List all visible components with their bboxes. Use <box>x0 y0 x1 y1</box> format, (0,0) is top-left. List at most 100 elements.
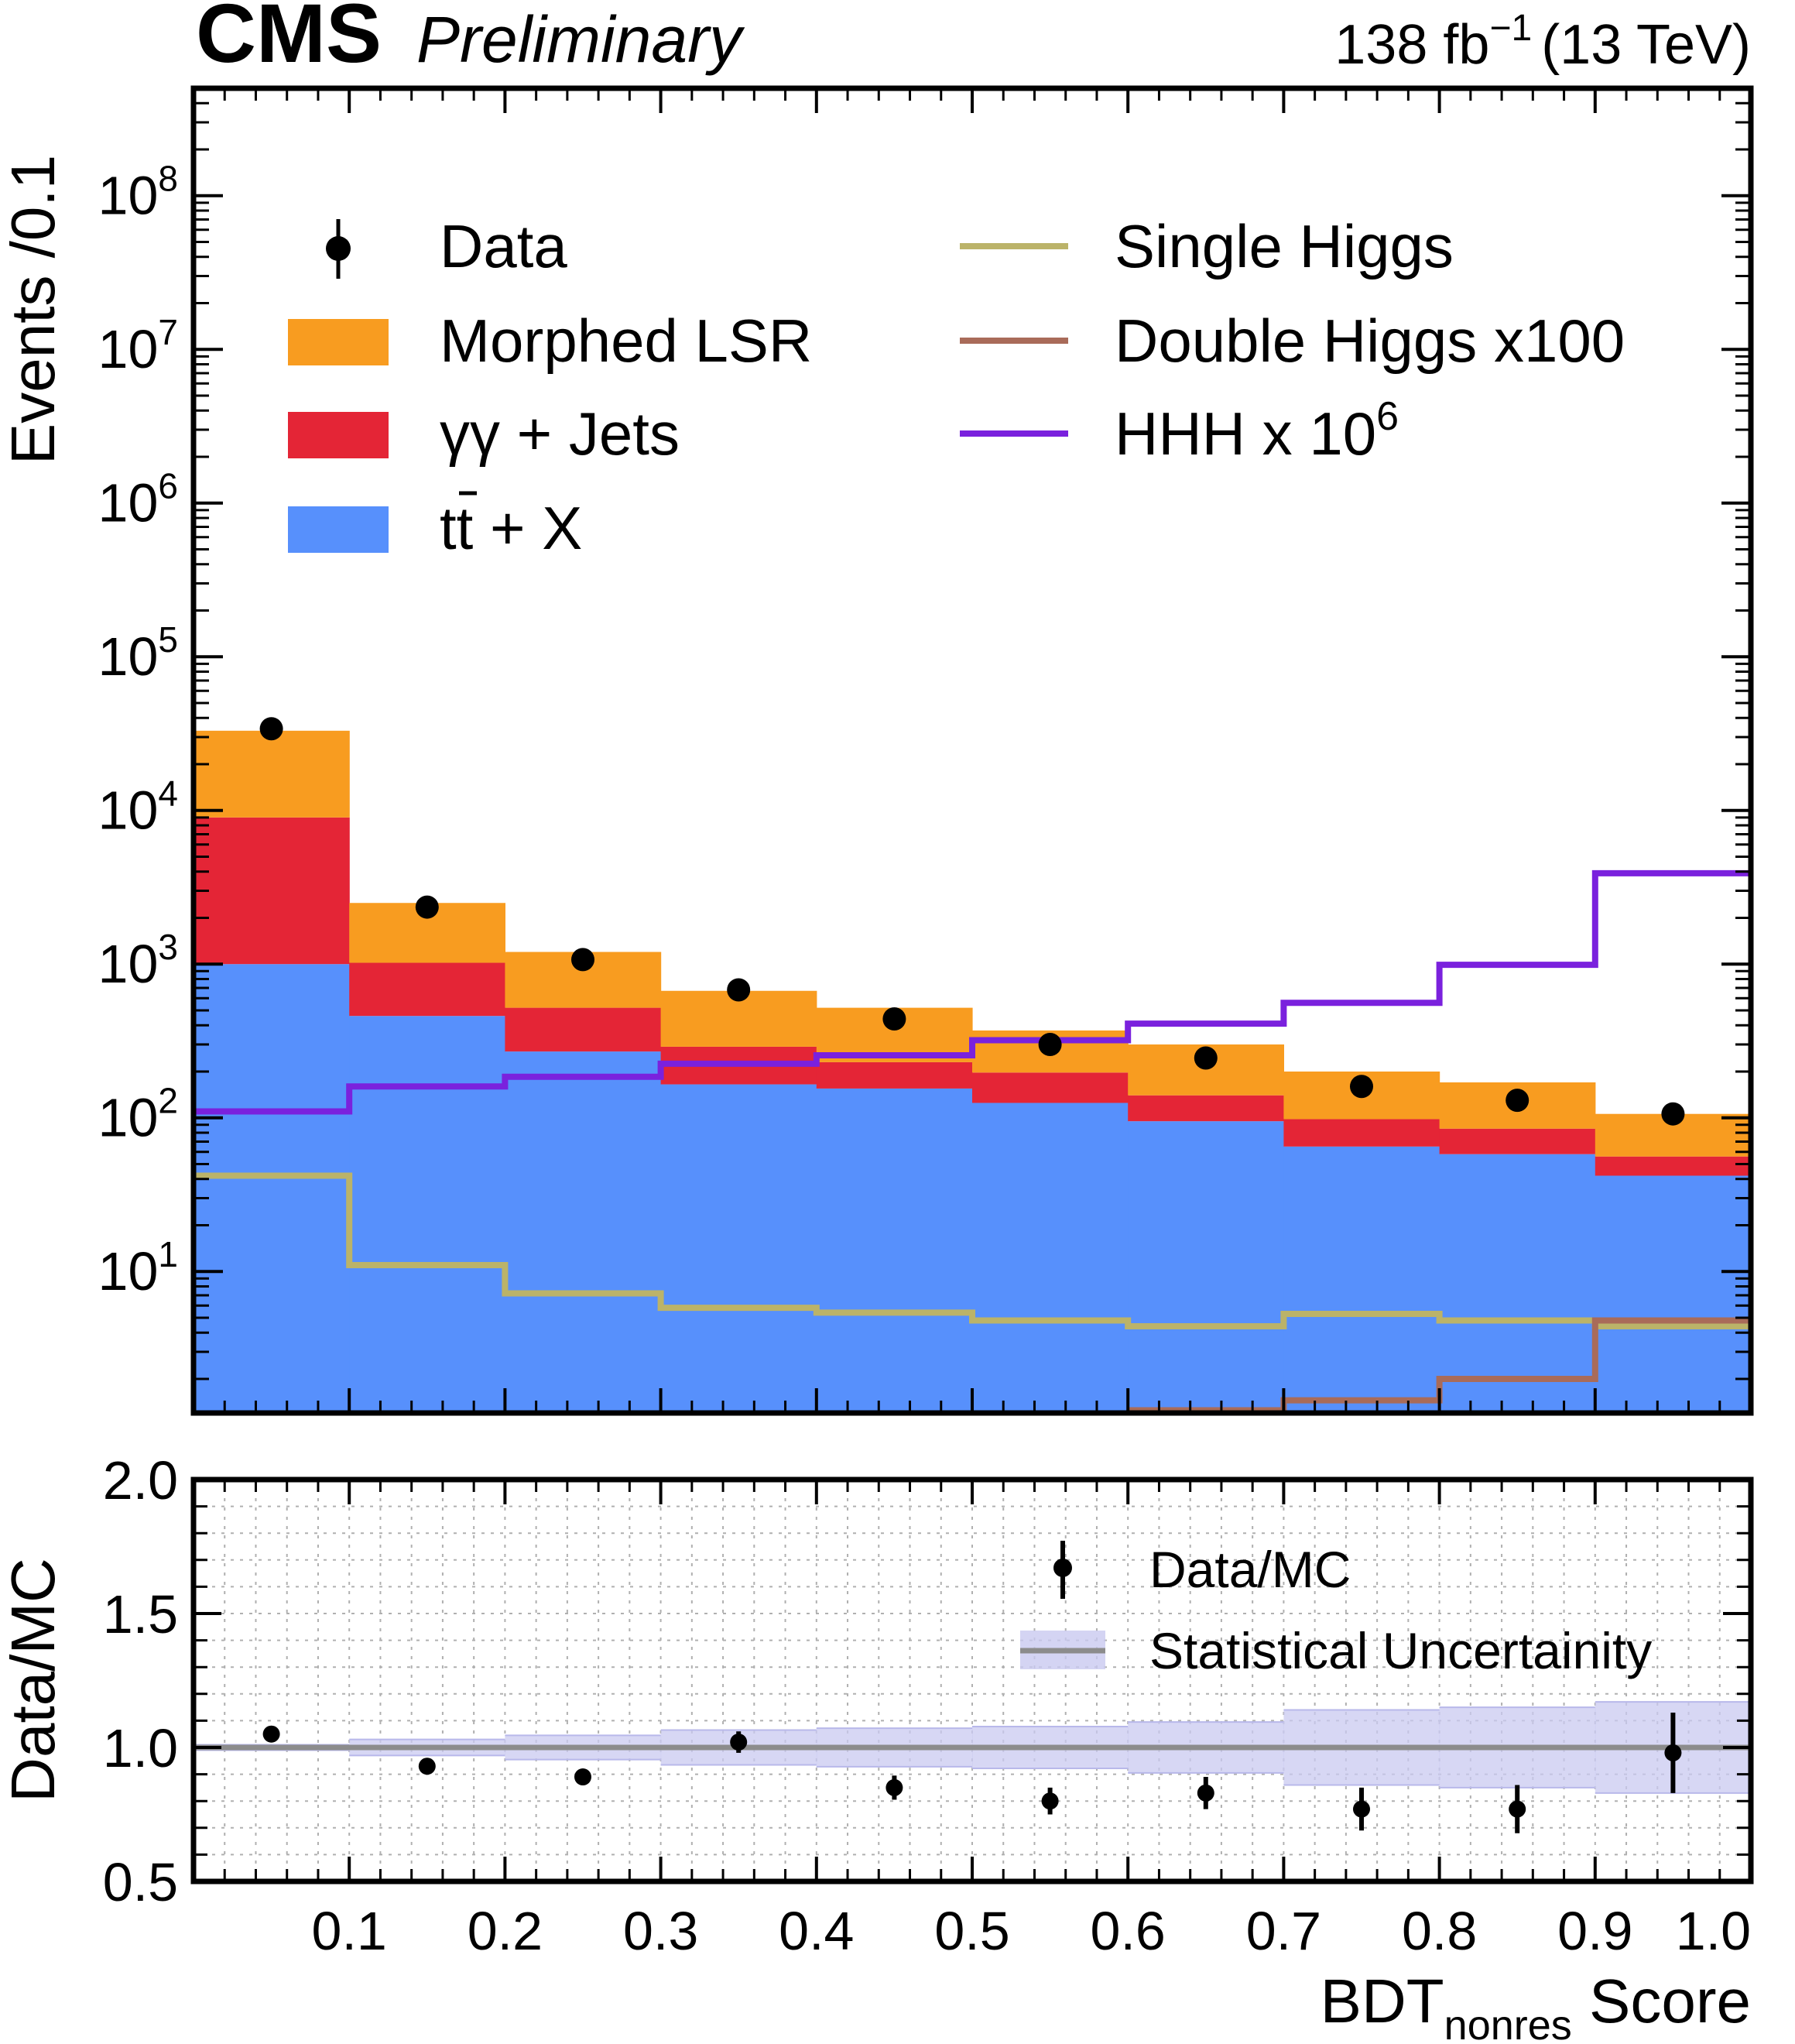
ratio-point-0 <box>262 1725 280 1743</box>
main-y-tick-exponent: 6 <box>158 466 178 506</box>
ratio-x-tick-label-0: 0.1 <box>312 1901 387 1961</box>
ratio-x-tick-label-2: 0.3 <box>623 1901 698 1961</box>
ratio-point-1 <box>418 1758 436 1775</box>
stack-bar-ttx-2 <box>505 1051 662 1413</box>
main-y-tick-base: 10 <box>98 1088 159 1148</box>
ratio-y-tick-label-0: 0.5 <box>103 1852 178 1912</box>
stack-bar-gg_jets-9 <box>1595 1156 1751 1176</box>
ratio-y-tick-label-3: 2.0 <box>103 1450 178 1511</box>
ratio-point-6 <box>1197 1784 1214 1802</box>
ratio-point-3 <box>730 1734 748 1751</box>
main-y-tick-exponent: 8 <box>158 159 178 199</box>
data-point-9 <box>1661 1102 1685 1126</box>
ratio-y-axis-title: Data/MC <box>0 1558 67 1802</box>
main-y-tick-base: 10 <box>98 166 159 226</box>
data-point-1 <box>415 895 439 919</box>
stack-bar-gg_jets-1 <box>349 962 505 1017</box>
legend-swatch-morphed_lsr <box>288 319 389 365</box>
data-point-3 <box>727 978 751 1002</box>
main-y-tick-exponent: 2 <box>158 1081 178 1121</box>
main-y-tick-label-6: 107 <box>98 312 178 379</box>
main-y-tick-label-0: 101 <box>98 1234 178 1302</box>
ratio-y-tick-label-1: 1.0 <box>103 1718 178 1778</box>
main-y-tick-base: 10 <box>98 626 159 687</box>
main-y-tick-label-1: 102 <box>98 1081 178 1148</box>
ratio-x-tick-label-4: 0.5 <box>934 1901 1009 1961</box>
legend-label-text: Morphed LSR <box>440 307 812 375</box>
main-legend: Data Morphed LSR γγ + Jets tt + X Single Hig… <box>288 212 1625 562</box>
data-point-0 <box>259 717 283 741</box>
main-y-tick-exponent: 4 <box>158 773 178 814</box>
data-point-5 <box>1038 1033 1062 1057</box>
data-point-6 <box>1194 1046 1218 1070</box>
ratio-plot-panel: 0.5 1.0 1.5 2.0 0.1 0.2 0.3 0.4 0.5 0.6 0.7 0.8 0.9… <box>0 1450 1754 2044</box>
ratio-plot-frame <box>190 1476 1754 1885</box>
ratio-y-tick-label-2: 1.5 <box>103 1584 178 1644</box>
main-y-tick-base: 10 <box>98 319 159 379</box>
x-axis-title-sub: nonres <box>1444 2002 1572 2044</box>
ratio-legend-label-1: Statistical Uncertainity <box>1149 1622 1652 1679</box>
legend-label-0: Data <box>440 212 567 280</box>
stack-bar-ttx-3 <box>660 1084 817 1413</box>
stack-bar-ttx-6 <box>1128 1121 1284 1413</box>
legend-label-text: Double Higgs x100 <box>1115 307 1625 375</box>
legend-swatch-ttx <box>288 506 389 553</box>
main-y-tick-label-4: 105 <box>98 619 178 687</box>
legend-label-3: tt + X <box>440 494 582 562</box>
stack-bar-ttx-7 <box>1283 1146 1440 1413</box>
stack-bar-gg_jets-2 <box>505 1007 662 1052</box>
stack-bar-gg_jets-0 <box>194 817 350 965</box>
ratio-x-tick-label-1: 0.2 <box>468 1901 543 1961</box>
stack-bar-ttx-4 <box>816 1088 973 1413</box>
legend-label-superscript: 6 <box>1376 394 1399 439</box>
stack-bar-ttx-5 <box>972 1103 1129 1413</box>
legend-label-6: HHH x 106 <box>1115 394 1399 468</box>
main-y-tick-label-5: 106 <box>98 466 178 533</box>
x-axis-title-main: BDT <box>1321 1967 1444 2035</box>
ratio-point-9 <box>1664 1744 1682 1761</box>
lumi-label: 138 fb−1 (13 TeV) <box>1334 8 1751 76</box>
stack-bar-ttx-0 <box>194 964 350 1413</box>
stack-bar-ttx-1 <box>349 1016 505 1413</box>
legend-label-2: γγ + Jets <box>440 400 680 468</box>
ratio-x-tick-label-7: 0.8 <box>1402 1901 1477 1961</box>
ratio-x-tick-label-3: 0.4 <box>779 1901 854 1961</box>
stack-bar-ttx-9 <box>1595 1175 1751 1413</box>
step-line-hhh <box>194 869 1751 1115</box>
stack-bar-gg_jets-6 <box>1128 1095 1284 1122</box>
main-y-tick-label-2: 103 <box>98 927 178 994</box>
ratio-x-axis-title: BDTnonres Score <box>1321 1967 1751 2044</box>
main-y-tick-exponent: 3 <box>158 927 178 967</box>
energy-label: (13 TeV) <box>1541 14 1751 76</box>
preliminary-label: Preliminary <box>416 3 745 76</box>
legend-swatch-gg_jets <box>288 412 389 458</box>
main-y-tick-label-3: 104 <box>98 773 178 841</box>
main-y-tick-label-7: 108 <box>98 159 178 226</box>
ratio-point-8 <box>1509 1800 1526 1818</box>
stack-bar-gg_jets-5 <box>972 1072 1129 1103</box>
ratio-legend-label-0: Data/MC <box>1149 1541 1351 1598</box>
x-axis-title-tail: Score <box>1572 1967 1751 2035</box>
legend-label-5: Double Higgs x100 <box>1115 307 1625 375</box>
legend-label-4: Single Higgs <box>1115 212 1454 280</box>
main-y-tick-base: 10 <box>98 934 159 994</box>
main-y-tick-exponent: 1 <box>158 1234 178 1274</box>
lumi-exponent: −1 <box>1489 8 1532 49</box>
stack-bar-ttx-8 <box>1439 1154 1596 1413</box>
ratio-point-4 <box>886 1778 903 1796</box>
legend-label-text: Single Higgs <box>1115 212 1454 280</box>
main-y-axis-title: Events /0.1 <box>0 155 67 465</box>
legend-label-text: γγ + Jets <box>440 400 680 468</box>
legend-label-text: HHH x 10 <box>1115 400 1376 468</box>
stack-bar-morphed_lsr-0 <box>194 730 350 818</box>
main-y-tick-base: 10 <box>98 780 159 841</box>
legend-label-1: Morphed LSR <box>440 307 812 375</box>
main-y-tick-exponent: 7 <box>158 312 178 352</box>
lumi-value: 138 fb <box>1334 14 1489 76</box>
ratio-x-tick-label-5: 0.6 <box>1091 1901 1166 1961</box>
legend-data-marker <box>326 236 351 261</box>
legend-label-text: Data <box>440 212 567 280</box>
data-point-4 <box>882 1007 906 1031</box>
